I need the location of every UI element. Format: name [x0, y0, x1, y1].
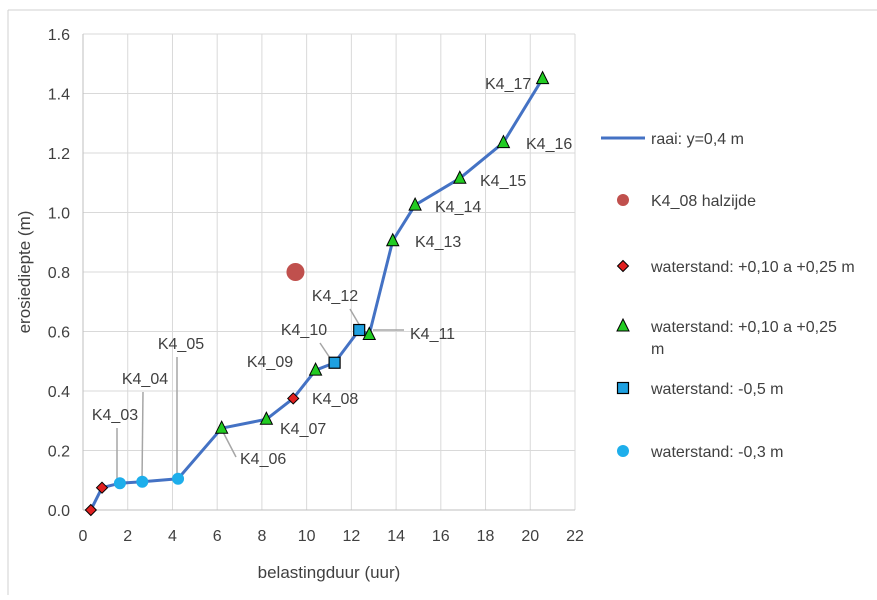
point-label: K4_11: [410, 326, 455, 343]
x-tick-label: 22: [566, 528, 584, 545]
point-triangle: [308, 362, 323, 376]
x-tick-label: 18: [477, 528, 495, 545]
x-axis-title: belastingduur (uur): [258, 563, 401, 582]
y-tick-label: 0.2: [48, 444, 70, 461]
point-label: K4_12: [312, 288, 358, 305]
x-tick-label: 6: [213, 528, 222, 545]
x-tick-label: 20: [521, 528, 539, 545]
legend-marker-circle: [617, 194, 629, 206]
point-labels: K4_03 K4_04 K4_05 K4_06 K4_07 K4_08 K4_09 K4_10…: [92, 76, 573, 468]
point-circle-halzijde: [286, 263, 305, 281]
y-axis-title: erosiediepte (m): [15, 211, 34, 334]
legend-entry: K4_08 halzijde: [617, 193, 756, 210]
legend-entry: waterstand: -0,5 m: [616, 381, 784, 398]
legend-entry: raai: y=0,4 m: [601, 131, 744, 148]
leader-line: [349, 308, 361, 327]
legend: raai: y=0,4 m K4_08 halzijde waterstand: +…: [601, 131, 855, 461]
x-tick-label: 2: [123, 528, 132, 545]
point-label: K4_06: [240, 451, 286, 468]
x-tick-label: 16: [432, 528, 450, 545]
y-tick-label: 0.4: [48, 384, 70, 401]
x-tick-label: 14: [387, 528, 405, 545]
legend-label: K4_08 halzijde: [651, 193, 756, 210]
leader-line: [221, 429, 237, 458]
x-tick-label: 8: [257, 528, 266, 545]
point-label: K4_14: [435, 199, 481, 216]
point-triangle: [362, 326, 377, 340]
point-label: K4_15: [480, 173, 526, 190]
legend-entry: waterstand: +0,10 a +0,25 m: [616, 259, 855, 276]
point-triangle: [385, 232, 400, 247]
point-square: [353, 323, 366, 337]
y-tick-label: 1.0: [48, 206, 70, 223]
y-tick-label: 0.6: [48, 325, 70, 342]
point-circle: [172, 472, 185, 485]
point-triangle: [259, 411, 274, 425]
legend-marker-circle: [617, 445, 629, 457]
point-triangle: [408, 196, 422, 211]
legend-label: waterstand: +0,10 a +0,25 m: [650, 259, 855, 276]
point-label: K4_08: [312, 391, 358, 408]
point-diamond: [95, 481, 109, 494]
y-tick-label: 1.4: [48, 87, 70, 104]
legend-label: waterstand: +0,10 a +0,25: [650, 319, 837, 336]
legend-entry: waterstand: -0,3 m: [617, 444, 784, 461]
legend-entry: waterstand: +0,10 a +0,25 m: [616, 317, 837, 358]
grid: [82, 33, 576, 511]
leader-line: [319, 342, 331, 359]
point-triangle: [535, 70, 550, 85]
y-tick-label: 0.8: [48, 265, 70, 282]
legend-label: waterstand: -0,3 m: [650, 444, 784, 461]
x-tick-label: 10: [298, 528, 316, 545]
point-label: K4_09: [247, 354, 293, 371]
y-tick-label: 0.0: [48, 503, 70, 520]
y-tick-label: 1.6: [48, 27, 70, 44]
point-diamond: [287, 392, 300, 405]
point-label: K4_17: [485, 76, 531, 93]
series: [84, 70, 550, 517]
point-triangle: [496, 134, 511, 149]
legend-label: m: [651, 341, 664, 358]
legend-label: waterstand: -0,5 m: [650, 381, 784, 398]
x-tick-label: 0: [79, 528, 88, 545]
point-triangle: [214, 420, 229, 434]
point-label: K4_05: [158, 336, 204, 353]
point-label: K4_16: [526, 136, 572, 153]
annotation-leaders: [116, 308, 404, 483]
x-tick-label: 4: [168, 528, 177, 545]
point-label: K4_04: [122, 371, 168, 388]
legend-marker-diamond: [616, 259, 630, 273]
point-circle: [136, 475, 149, 488]
legend-marker-square: [616, 381, 630, 395]
y-tick-label: 1.2: [48, 146, 70, 163]
point-circle: [113, 477, 126, 490]
point-diamond: [84, 503, 98, 517]
point-label: K4_07: [280, 421, 326, 438]
leader-line: [141, 391, 144, 483]
x-tick-label: 12: [342, 528, 360, 545]
axes: 0 2 4 6 8 10 12 14 16 18 20 22 0.0 0.2 0.4 0.6 0.8 1.0 1.2…: [48, 27, 584, 545]
legend-marker-triangle: [616, 317, 630, 332]
point-square: [328, 356, 341, 369]
point-label: K4_13: [415, 234, 461, 251]
point-label: K4_10: [281, 322, 327, 339]
point-label: K4_03: [92, 407, 138, 424]
point-triangle: [453, 170, 467, 184]
legend-label: raai: y=0,4 m: [651, 131, 744, 148]
